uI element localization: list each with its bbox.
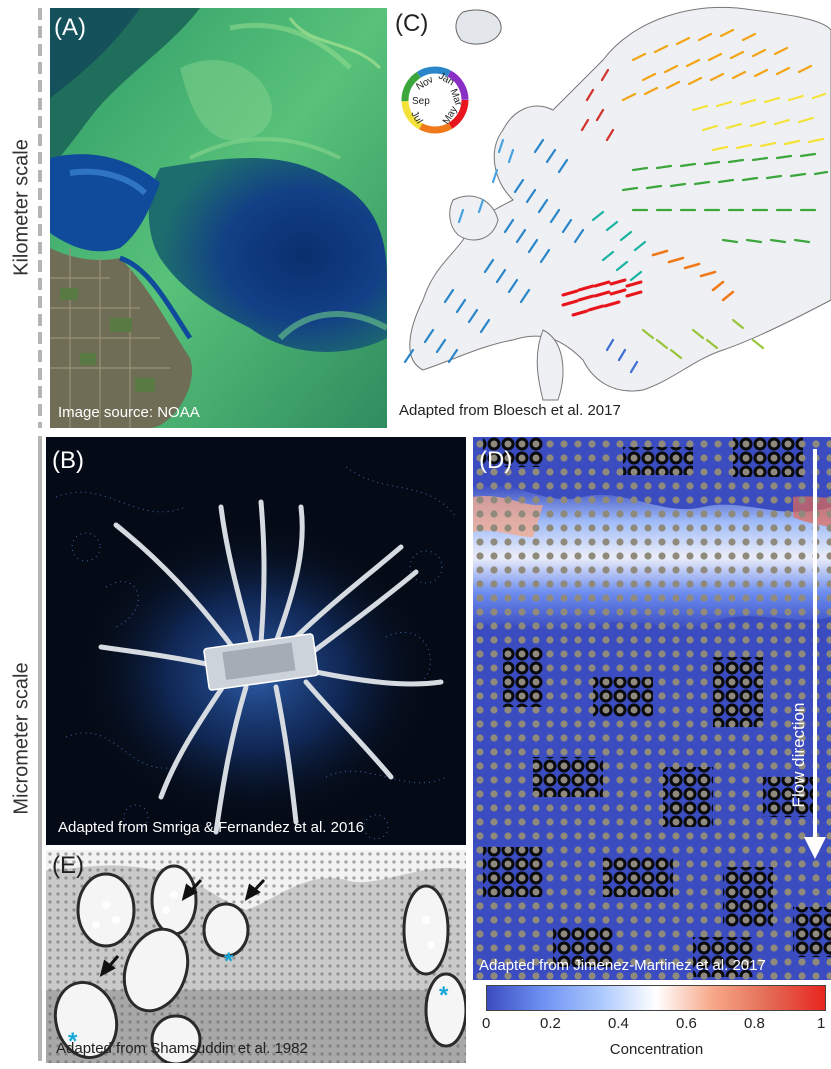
flow-direction-arrow [804, 449, 826, 859]
colorbar-tick-5: 1 [817, 1015, 826, 1032]
porous-media-field [473, 437, 831, 980]
europe-flood-map [393, 0, 831, 430]
panel-c-letter: (C) [395, 10, 429, 37]
micrometer-scale-bar [38, 436, 42, 1061]
colorbar-tick-4: 0.8 [744, 1015, 765, 1032]
colorbar-tick-0: 0 [482, 1015, 491, 1032]
colorbar-tick-1: 0.2 [540, 1015, 561, 1032]
colorbar-tick-2: 0.4 [608, 1015, 629, 1032]
kilometer-scale-bar [38, 8, 42, 428]
panel-a-satellite-image: (A) Image source: NOAA [50, 8, 387, 428]
lumen-marker-3: * [439, 982, 449, 1009]
panel-b-caption: Adapted from Smriga & Fernandez et al. 2… [58, 819, 365, 836]
panel-d-caption: Adapted from Jimenez-Martinez et al. 201… [479, 957, 766, 974]
panel-a-caption: Image source: NOAA [58, 404, 200, 421]
satellite-bloom-illustration [50, 8, 387, 428]
panel-d-concentration-field: (D) Flow direction Adapted from Jimenez-… [473, 437, 831, 980]
panel-c-caption: Adapted from Bloesch et al. 2017 [399, 402, 621, 419]
panel-c-europe-map: (C) Nov Jan Mar May Jul Sep Adapted from… [393, 0, 831, 430]
colorbar-title: Concentration [609, 1041, 704, 1058]
colorbar-gradient [486, 985, 826, 1011]
lumen-marker-2: * [68, 1028, 78, 1055]
panel-e-caption: Adapted from Shamsuddin et al. 1982 [56, 1040, 308, 1057]
micrometer-scale-label: Micrometer scale [10, 662, 33, 815]
flow-direction-label: Flow direction [789, 702, 808, 808]
diatom-illustration [46, 437, 466, 845]
panel-a-letter: (A) [54, 14, 86, 41]
panel-e-letter: (E) [52, 852, 84, 879]
colorbar-tick-3: 0.6 [676, 1015, 697, 1032]
histology-illustration [46, 850, 466, 1063]
lumen-marker-1: * [224, 948, 234, 975]
concentration-colorbar: 0 0.2 0.4 0.6 0.8 1 Concentration [482, 985, 829, 1069]
panel-e-histology-image: (E) * * * Adapted from Shamsuddin et al.… [46, 850, 466, 1063]
kilometer-scale-label: Kilometer scale [10, 139, 33, 276]
seasonality-color-wheel [401, 66, 469, 134]
wheel-month-sep: Sep [412, 96, 430, 107]
panel-b-microscopy-image: (B) Adapted from Smriga & Fernandez et a… [46, 437, 466, 845]
panel-b-letter: (B) [52, 447, 84, 474]
panel-d-letter: (D) [479, 447, 513, 474]
